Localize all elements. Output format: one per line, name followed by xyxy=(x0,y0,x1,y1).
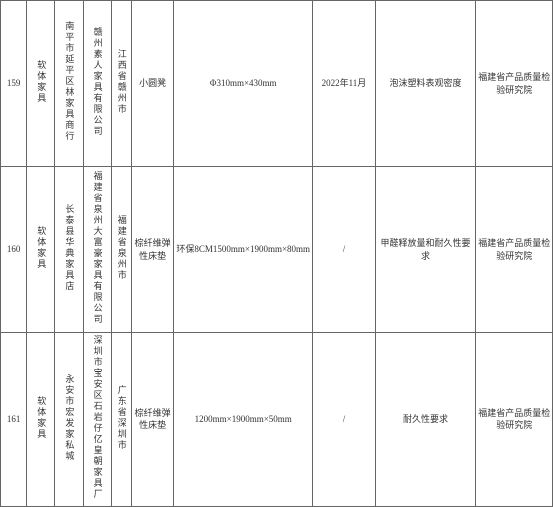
cell-product: 棕纤维弹性床垫 xyxy=(131,333,173,507)
cell-num: 159 xyxy=(1,1,27,167)
cell-item: 甲醛释放量和耐久性要求 xyxy=(375,167,476,333)
table-row: 159 软体家具 南平市延平区林家具商行 赣州素人家具有限公司 江西省赣州市 小… xyxy=(1,1,553,167)
table-row: 161 软体家具 永安市宏发家私城 深圳市宝安区石岩仔亿皇朝家具厂 广东省深圳市… xyxy=(1,333,553,507)
cell-category: 软体家具 xyxy=(27,333,55,507)
cell-date: 2022年11月 xyxy=(313,1,375,167)
cell-manufacturer: 赣州素人家具有限公司 xyxy=(83,1,111,167)
inspection-table: 159 软体家具 南平市延平区林家具商行 赣州素人家具有限公司 江西省赣州市 小… xyxy=(0,0,553,507)
cell-shop: 永安市宏发家私城 xyxy=(55,333,83,507)
cell-spec: 环保8CM1500mm×1900mm×80mm xyxy=(174,167,313,333)
cell-num: 161 xyxy=(1,333,27,507)
table-row: 160 软体家具 长泰县华典家具店 福建省泉州大富豪家具有限公司 福建省泉州市 … xyxy=(1,167,553,333)
cell-manufacturer: 深圳市宝安区石岩仔亿皇朝家具厂 xyxy=(83,333,111,507)
cell-category: 软体家具 xyxy=(27,167,55,333)
cell-date: / xyxy=(313,333,375,507)
cell-category: 软体家具 xyxy=(27,1,55,167)
cell-item: 泡沫塑料表观密度 xyxy=(375,1,476,167)
cell-shop: 长泰县华典家具店 xyxy=(55,167,83,333)
cell-date: / xyxy=(313,167,375,333)
cell-region: 江西省赣州市 xyxy=(111,1,131,167)
cell-item: 耐久性要求 xyxy=(375,333,476,507)
cell-manufacturer: 福建省泉州大富豪家具有限公司 xyxy=(83,167,111,333)
cell-shop: 南平市延平区林家具商行 xyxy=(55,1,83,167)
cell-institution: 福建省产品质量检验研究院 xyxy=(476,167,553,333)
cell-num: 160 xyxy=(1,167,27,333)
cell-region: 福建省泉州市 xyxy=(111,167,131,333)
cell-institution: 福建省产品质量检验研究院 xyxy=(476,333,553,507)
cell-region: 广东省深圳市 xyxy=(111,333,131,507)
cell-product: 小圆凳 xyxy=(131,1,173,167)
cell-institution: 福建省产品质量检验研究院 xyxy=(476,1,553,167)
cell-spec: 1200mm×1900mm×50mm xyxy=(174,333,313,507)
cell-product: 棕纤维弹性床垫 xyxy=(131,167,173,333)
cell-spec: Φ310mm×430mm xyxy=(174,1,313,167)
